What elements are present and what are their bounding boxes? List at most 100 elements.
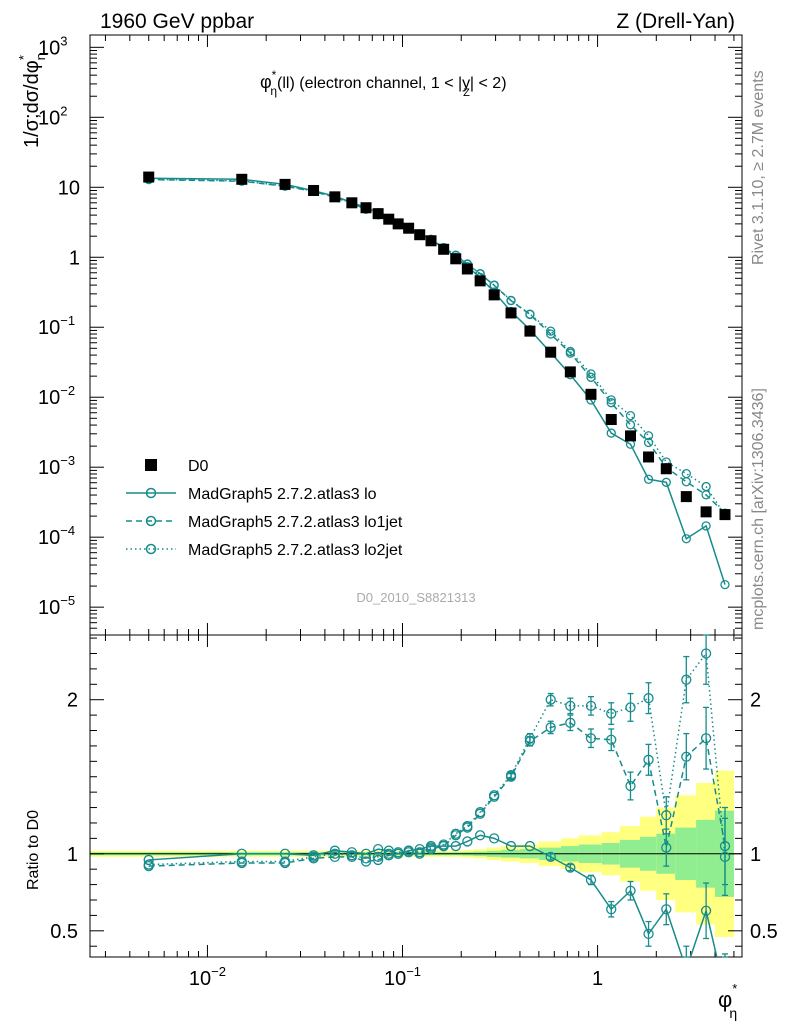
d0-point-3 — [308, 184, 320, 196]
mc-point-ratio-3-28 — [700, 648, 712, 659]
d0-point-2 — [279, 178, 291, 190]
y-tick-exp: 2 — [60, 103, 67, 118]
y-tick-base: 1 — [69, 247, 80, 269]
mc-point-ratio-2-21 — [565, 717, 576, 728]
top-y-tick-label-5: 1 — [69, 247, 80, 269]
xlabel-sup: * — [732, 981, 737, 996]
d0-point-22 — [585, 388, 597, 400]
ratio-tick-label-right-0: 0.5 — [750, 921, 778, 943]
x-tick-label-0: 10−2 — [189, 964, 226, 990]
mc-point-ratio-3-10 — [403, 845, 414, 856]
top-y-tick-label-8: 103 — [38, 33, 67, 59]
x-tick-label-2: 1 — [592, 968, 603, 990]
mc-point-ratio-3-8 — [383, 848, 394, 859]
y-tick-base: 10 — [38, 457, 60, 479]
ratio-tick-label-left-0: 0.5 — [50, 921, 78, 943]
mc-point-ratio-3-19 — [524, 733, 536, 744]
mc-point-top-3-25 — [643, 431, 654, 441]
mc-point-ratio-2-24 — [625, 780, 636, 792]
top-y-tick-label-4: 10−1 — [38, 313, 75, 339]
mc-point-ratio-3-24 — [625, 702, 636, 713]
d0-point-27 — [680, 491, 692, 503]
mc-point-ratio-2-22 — [585, 733, 597, 744]
top-y-tick-label-1: 10−4 — [38, 523, 75, 549]
d0-point-28 — [700, 506, 712, 518]
mc-point-ratio-1-21 — [565, 862, 576, 873]
y-tick-base: 10 — [38, 107, 60, 129]
title-rest2: | < 2) — [470, 75, 507, 92]
mc-point-ratio-3-16 — [474, 807, 486, 818]
mc-point-ratio-3-21 — [565, 700, 576, 712]
d0-point-29 — [719, 509, 731, 521]
y-tick-base: 10 — [38, 527, 60, 549]
mc-point-ratio-3-0 — [143, 859, 154, 870]
y-tick-exp: −5 — [60, 593, 75, 608]
y-tick-exp: −1 — [60, 313, 75, 328]
mc-point-ratio-1-4 — [329, 845, 341, 856]
mc-point-ratio-3-27 — [681, 674, 692, 685]
y-tick-base: 10 — [58, 177, 80, 199]
mc-point-ratio-1-25 — [643, 928, 654, 940]
mc-point-top-1-25 — [643, 474, 654, 484]
x-tick-base: 10 — [384, 968, 406, 990]
mc-point-ratio-1-23 — [606, 904, 617, 915]
xlabel-sub: η — [729, 1005, 737, 1021]
legend-label-lo1jet: MadGraph5 2.7.2.atlas3 lo1jet — [188, 514, 403, 531]
mc-point-ratio-3-4 — [329, 848, 341, 859]
mc-point-ratio-2-28 — [700, 733, 712, 744]
bottom-panel-frame — [89, 634, 743, 958]
mc-point-ratio-2-7 — [372, 854, 384, 866]
mc-point-ratio-1-7 — [372, 844, 384, 855]
mc-point-ratio-3-5 — [346, 850, 358, 861]
plot-title: φ* η(ll) (electron channel, 1 < |y Z| < 2) — [260, 68, 507, 99]
ratio-tick-label-left-2: 2 — [67, 690, 78, 712]
mc-point-ratio-3-18 — [505, 770, 517, 781]
mc-point-top-3-21 — [565, 346, 575, 357]
mc-point-ratio-1-19 — [524, 840, 536, 852]
mc-point-top-3-28 — [701, 481, 711, 492]
ratio-tick-label-left-1: 1 — [67, 844, 78, 866]
title-rest1: (ll) (electron channel, 1 < | — [277, 75, 462, 92]
header-left: 1960 GeV ppbar — [100, 10, 254, 33]
xlabel-main: φ — [718, 987, 732, 1012]
axes: 10−2 10−1 110−510−410−310−210−11101021030.… — [38, 33, 778, 990]
mc-point-top-2-20 — [546, 329, 556, 339]
mc-point-top-3-23 — [606, 395, 616, 405]
mc-point-top-3-22 — [586, 369, 596, 379]
legend-marker-d0 — [145, 459, 157, 471]
mc-point-top-1-29 — [720, 579, 730, 590]
top-y-tick-label-2: 10−3 — [38, 453, 75, 479]
mc-point-top-3-17 — [489, 280, 499, 290]
y-tick-exp: −2 — [60, 383, 75, 398]
mc-point-ratio-1-28 — [700, 905, 712, 916]
d0-point-19 — [524, 325, 536, 337]
d0-point-11 — [414, 229, 426, 241]
d0-point-17 — [488, 289, 500, 301]
mc-point-ratio-3-3 — [308, 851, 319, 863]
legend-label-d0: D0 — [188, 458, 209, 475]
d0-point-15 — [461, 263, 473, 275]
mc-point-ratio-1-18 — [505, 840, 517, 852]
mc-point-top-3-19 — [525, 309, 535, 319]
x-axis-label: φ* η — [718, 981, 737, 1021]
d0-point-6 — [360, 202, 372, 214]
x-tick-label-1: 10−1 — [384, 964, 421, 990]
d0-point-25 — [643, 451, 655, 463]
mc-line-ratio-2 — [148, 722, 726, 867]
mc-point-top-3-27 — [681, 468, 691, 479]
d0-point-7 — [372, 208, 384, 220]
mc-point-ratio-3-29 — [719, 851, 731, 863]
ylabel-sub: η — [33, 53, 48, 60]
mc-point-ratio-1-15 — [462, 836, 473, 847]
title-ysub: Z — [463, 87, 470, 99]
d0-point-26 — [660, 463, 672, 475]
y-tick-base: 10 — [38, 387, 60, 409]
mc-point-top-1-23 — [606, 428, 616, 438]
mc-point-ratio-3-12 — [425, 842, 437, 853]
d0-point-5 — [346, 197, 358, 209]
mc-point-ratio-3-26 — [661, 810, 672, 821]
d0-point-14 — [450, 253, 462, 265]
mc-point-ratio-3-22 — [585, 700, 597, 712]
d0-point-1 — [236, 173, 248, 185]
